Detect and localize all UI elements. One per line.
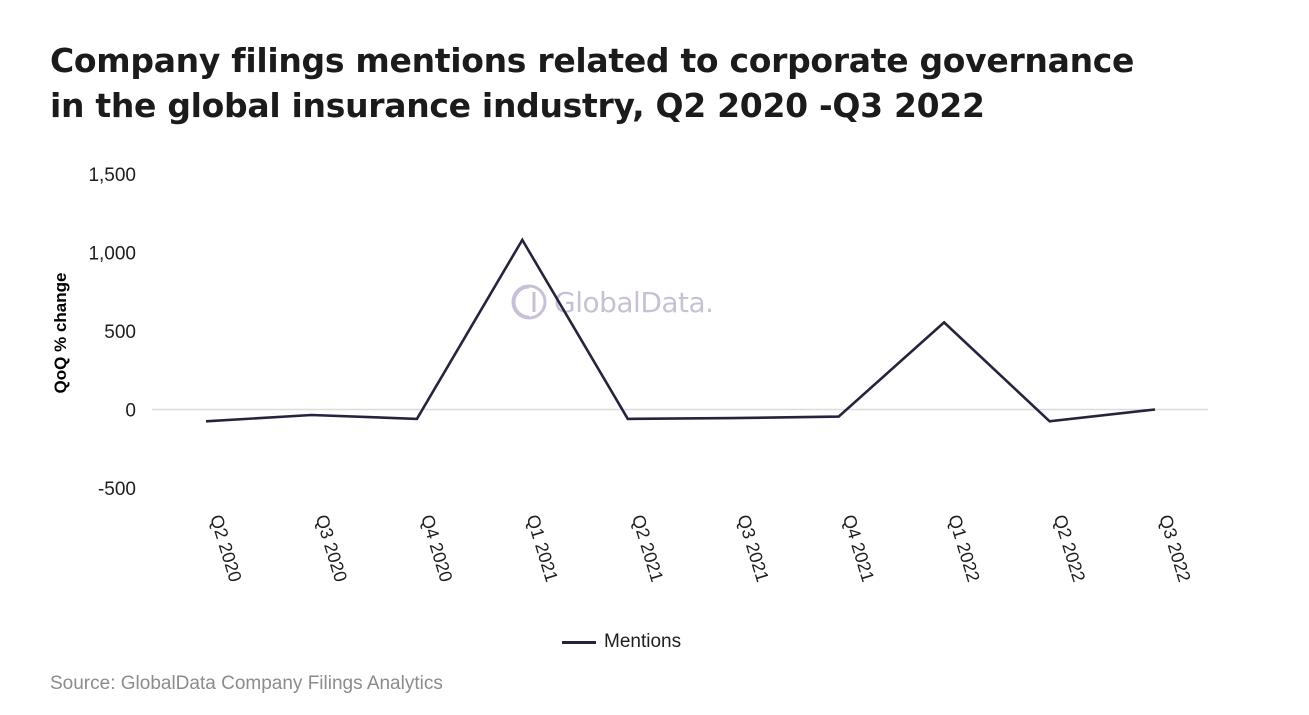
x-tick-label: Q3 2022 [1155, 512, 1194, 584]
x-tick-label: Q4 2021 [839, 512, 878, 584]
x-tick-label: Q4 2020 [417, 512, 456, 584]
watermark-text: GlobalData. [554, 285, 714, 319]
x-tick-label: Q3 2020 [312, 512, 351, 584]
legend: Mentions [562, 630, 681, 654]
x-tick-label: Q1 2022 [944, 512, 983, 584]
x-tick-label: Q2 2020 [206, 512, 245, 584]
y-tick-label: 500 [104, 322, 136, 343]
x-tick-label: Q3 2021 [733, 512, 772, 584]
series-layer [205, 237, 1156, 423]
x-tick-label: Q2 2022 [1050, 512, 1089, 584]
legend-label-mentions: Mentions [604, 631, 682, 652]
y-axis-label: QoQ % change [51, 273, 70, 394]
x-axis-ticks: Q2 2020 Q3 2020 Q4 2020 Q1 2021 Q2 2021 Q3 20… [206, 512, 1194, 584]
y-tick-label: 0 [125, 401, 136, 422]
globaldata-logo-icon [511, 284, 547, 320]
y-axis-ticks: 1,500 1,000 500 0 -500 [88, 165, 136, 500]
legend-swatch-mentions [562, 640, 596, 644]
source-note: Source: GlobalData Company Filings Analy… [50, 673, 443, 694]
x-tick-label: Q2 2021 [628, 512, 667, 584]
y-tick-label: 1,500 [88, 165, 136, 186]
chart-title: Company filings mentions related to corp… [50, 38, 1200, 128]
y-tick-label: -500 [98, 479, 136, 500]
watermark: GlobalData. [510, 282, 714, 322]
chart-title-line-1: Company filings mentions related to corp… [50, 41, 1135, 80]
y-tick-label: 1,000 [88, 244, 136, 265]
chart-title-line-2: in the global insurance industry, Q2 202… [50, 86, 985, 125]
series-line-mentions [205, 237, 1156, 423]
x-tick-label: Q1 2021 [523, 512, 562, 584]
